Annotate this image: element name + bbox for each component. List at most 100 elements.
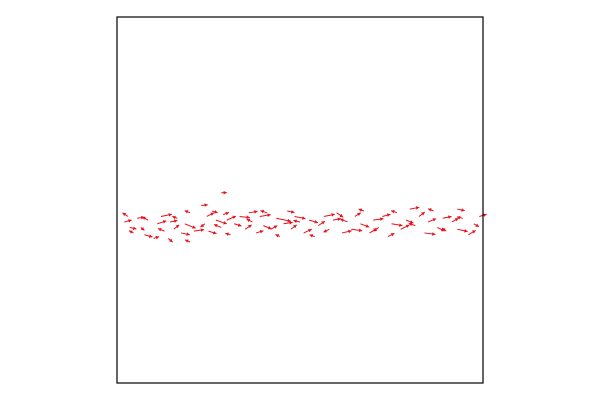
arrow-head xyxy=(185,239,189,243)
arrow-head xyxy=(210,212,214,216)
vector-arrow xyxy=(360,223,370,228)
arrow-head xyxy=(340,218,344,222)
arrow-head xyxy=(357,212,361,217)
arrow-head xyxy=(132,226,137,230)
arrow-head xyxy=(214,210,218,214)
arrow-head xyxy=(162,220,167,224)
arrow-head xyxy=(348,229,352,234)
vector-arrow xyxy=(358,208,365,212)
arrow-head xyxy=(172,215,176,220)
vector-arrow xyxy=(418,211,426,217)
vector-arrow xyxy=(290,224,298,230)
vector-arrow xyxy=(382,213,391,217)
arrow-head xyxy=(380,217,384,221)
arrow-head xyxy=(405,224,410,228)
vector-arrow xyxy=(215,219,227,225)
vector-arrow xyxy=(157,228,165,232)
vector-arrow xyxy=(309,234,315,238)
vector-arrow xyxy=(405,219,414,224)
arrow-head xyxy=(291,210,295,214)
arrow-head xyxy=(331,213,335,217)
arrow-head xyxy=(339,213,344,218)
arrow-head xyxy=(358,228,363,233)
arrow-head xyxy=(168,213,172,217)
vector-arrow xyxy=(408,222,416,227)
vector-arrow xyxy=(400,224,410,230)
vector-arrow xyxy=(275,233,281,238)
vector-arrow xyxy=(293,219,301,223)
vector-arrow xyxy=(208,230,217,235)
vector-arrow xyxy=(309,219,319,224)
vector-arrow xyxy=(128,230,134,234)
vector-arrow xyxy=(424,232,436,236)
arrow-head xyxy=(204,203,208,207)
vector-arrow xyxy=(441,227,447,232)
arrow-head xyxy=(225,211,229,216)
vector-arrow xyxy=(157,220,167,225)
arrow-head xyxy=(337,217,341,222)
arrow-head xyxy=(155,235,160,240)
arrow-head xyxy=(358,208,363,212)
vector-arrow xyxy=(303,228,312,234)
vector-arrow xyxy=(341,229,352,234)
vector-arrow xyxy=(184,210,191,214)
arrow-head xyxy=(314,220,318,224)
arrow-head xyxy=(289,221,293,225)
arrow-head xyxy=(483,213,487,217)
arrow-head xyxy=(293,219,297,223)
vector-arrow xyxy=(222,211,230,216)
arrow-head xyxy=(140,226,145,231)
vector-arrow xyxy=(169,219,178,223)
vector-arrow xyxy=(294,215,306,220)
vector-arrow xyxy=(124,219,132,223)
vector-arrow xyxy=(336,212,344,218)
vector-arrow xyxy=(200,223,206,228)
arrow-head xyxy=(428,208,432,212)
arrow-head xyxy=(246,215,250,220)
arrow-head xyxy=(223,221,227,225)
vector-arrow xyxy=(244,224,252,230)
arrow-head xyxy=(248,224,252,229)
arrow-head xyxy=(128,219,132,223)
arrow-head xyxy=(175,224,180,229)
vector-arrow xyxy=(129,226,137,230)
vector-arrow xyxy=(456,215,463,220)
vector-arrow xyxy=(173,224,180,230)
arrow-head xyxy=(475,223,479,227)
arrow-head xyxy=(391,210,395,214)
plot-frame xyxy=(116,16,484,384)
vector-arrow xyxy=(260,209,268,214)
vector-arrow xyxy=(373,217,384,221)
arrow-head xyxy=(408,222,413,227)
vector-arrow xyxy=(427,218,437,223)
arrow-head xyxy=(213,224,218,228)
arrow-head xyxy=(323,229,328,233)
arrow-head xyxy=(457,215,461,220)
vector-arrow xyxy=(226,215,237,221)
arrow-head xyxy=(399,223,403,227)
arrow-head xyxy=(321,221,325,225)
arrow-head xyxy=(186,232,190,236)
arrow-head xyxy=(390,233,395,237)
vector-arrow xyxy=(142,216,149,221)
vector-arrow xyxy=(233,223,242,227)
vector-arrow xyxy=(468,229,476,236)
arrow-head xyxy=(409,220,414,224)
vector-arrow xyxy=(332,217,342,222)
arrow-head xyxy=(232,215,236,220)
vector-arrow xyxy=(318,220,326,227)
vector-arrow xyxy=(167,238,173,243)
vector-arrow xyxy=(172,215,178,220)
vector-arrows xyxy=(122,190,487,243)
vector-arrow xyxy=(206,212,215,217)
vector-arrow xyxy=(283,221,293,225)
vector-arrow xyxy=(390,210,398,214)
vector-arrow xyxy=(351,228,363,233)
arrow-head xyxy=(212,230,217,235)
vector-arrow xyxy=(221,190,227,195)
vector-arrow xyxy=(255,229,264,234)
arrow-head xyxy=(254,210,258,214)
arrow-head xyxy=(173,219,178,223)
arrow-head xyxy=(454,218,459,222)
